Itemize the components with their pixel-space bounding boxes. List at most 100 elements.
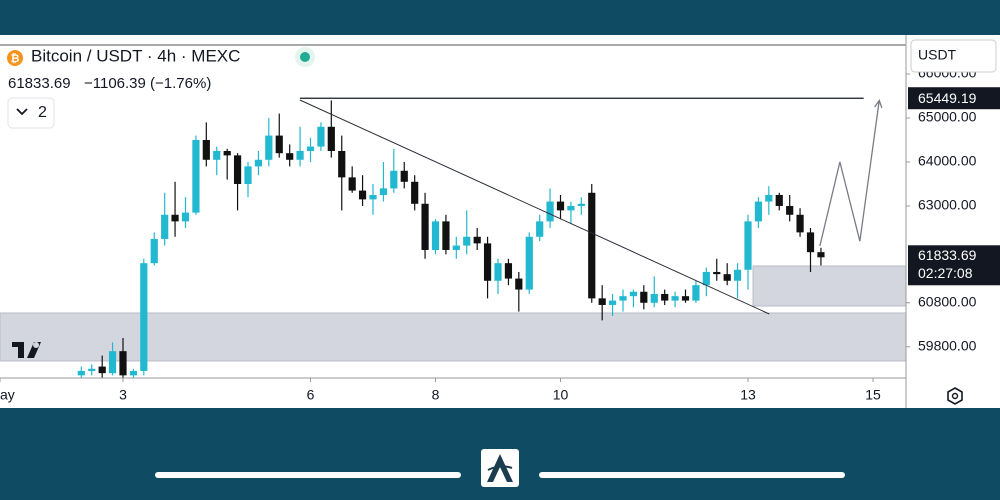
candle-body bbox=[306, 146, 315, 151]
status-dot bbox=[300, 52, 310, 62]
candle-body bbox=[817, 252, 825, 258]
candle-body bbox=[536, 221, 544, 237]
bitcoin-glyph: ₿ bbox=[11, 53, 20, 65]
candle-body bbox=[181, 212, 190, 222]
candle-body bbox=[463, 236, 471, 246]
y-tick-label: 64000.00 bbox=[918, 153, 977, 169]
candle-body bbox=[286, 153, 294, 160]
candle-body bbox=[390, 170, 398, 189]
candle-body bbox=[421, 203, 429, 250]
candle-body bbox=[358, 190, 367, 200]
candle-body bbox=[379, 188, 388, 195]
candle-body bbox=[411, 181, 419, 204]
candle-body bbox=[213, 150, 221, 160]
change: −1106.39 (−1.76%) bbox=[84, 75, 211, 92]
candle-body bbox=[619, 296, 627, 301]
projection-arrow bbox=[874, 98, 883, 109]
candle-body bbox=[223, 150, 231, 156]
candle-body bbox=[598, 298, 606, 305]
candle-body bbox=[504, 263, 513, 279]
candle-body bbox=[525, 236, 533, 290]
candle-body bbox=[77, 370, 85, 376]
candle-body bbox=[348, 177, 356, 191]
zone bbox=[752, 265, 907, 307]
candle-body bbox=[317, 126, 325, 147]
candle-body bbox=[254, 159, 263, 167]
candle-body bbox=[765, 194, 773, 202]
candle-body bbox=[161, 214, 169, 239]
candle-body bbox=[108, 351, 117, 374]
app-logo-glyph bbox=[487, 454, 513, 482]
y-tick-label: 59800.00 bbox=[918, 337, 977, 353]
last-price-label: 61833.69 bbox=[918, 247, 977, 263]
app-logo-swoosh bbox=[487, 465, 513, 471]
candle-body bbox=[608, 300, 617, 305]
candle-body bbox=[577, 203, 585, 206]
candle-body bbox=[671, 296, 679, 301]
candle-body bbox=[327, 126, 335, 151]
candle-body bbox=[786, 205, 794, 215]
candle-body bbox=[473, 236, 481, 244]
candle-body bbox=[567, 205, 575, 211]
candle-body bbox=[713, 271, 721, 275]
x-tick-label: ay bbox=[0, 387, 15, 403]
candle-body bbox=[775, 194, 783, 206]
candle-body bbox=[806, 232, 815, 253]
candle-body bbox=[88, 368, 96, 371]
candle-body bbox=[640, 291, 648, 303]
candle-body bbox=[296, 150, 304, 160]
candle-body bbox=[744, 221, 752, 270]
candle-body bbox=[233, 155, 242, 184]
tv-logo bbox=[12, 342, 41, 358]
level-price-label: 65449.19 bbox=[918, 90, 977, 106]
settings-icon[interactable] bbox=[947, 387, 963, 405]
candle-body bbox=[692, 285, 700, 301]
candle-body bbox=[452, 245, 460, 250]
axes: 66000.0065000.0064000.0063000.0060800.00… bbox=[0, 65, 1000, 403]
candle-body bbox=[369, 194, 377, 200]
indicator-count: 2 bbox=[38, 104, 47, 121]
settings-icon-center bbox=[951, 392, 959, 400]
trendline bbox=[299, 99, 770, 315]
countdown: 02:27:08 bbox=[918, 265, 973, 281]
candle-body bbox=[556, 201, 565, 211]
candle-body bbox=[129, 370, 138, 376]
currency-button[interactable] bbox=[910, 39, 997, 73]
last-price: 61833.69 bbox=[8, 75, 71, 92]
y-tick-label: 65000.00 bbox=[918, 109, 977, 125]
candle-body bbox=[265, 135, 273, 160]
plot-area bbox=[0, 97, 907, 378]
candle-body bbox=[171, 214, 179, 222]
candle-body bbox=[588, 192, 596, 299]
x-tick-label: 6 bbox=[307, 387, 315, 403]
x-tick-label: 8 bbox=[432, 387, 440, 403]
x-tick-label: 10 bbox=[553, 387, 569, 403]
chevron bbox=[16, 108, 28, 116]
candle-body bbox=[494, 263, 502, 281]
x-tick-label: 13 bbox=[740, 387, 756, 403]
candle-body bbox=[702, 271, 710, 286]
candle-body bbox=[119, 351, 127, 376]
projection bbox=[819, 100, 880, 247]
candle-body bbox=[98, 366, 106, 374]
indicator-toggle[interactable] bbox=[7, 97, 55, 129]
candle-body bbox=[244, 166, 252, 184]
candle-body bbox=[275, 135, 283, 154]
candle-body bbox=[442, 221, 450, 250]
candle-body bbox=[483, 243, 492, 281]
candle-body bbox=[723, 274, 731, 281]
candle-body bbox=[140, 263, 148, 371]
candle-body bbox=[338, 150, 346, 178]
y-tick-label: 63000.00 bbox=[918, 197, 977, 213]
level-price-box bbox=[908, 87, 1000, 110]
top-bar bbox=[0, 0, 1000, 35]
candle-body bbox=[629, 291, 638, 297]
bitcoin-icon bbox=[7, 50, 23, 66]
candle-body bbox=[546, 201, 554, 222]
y-tick-label: 60800.00 bbox=[918, 293, 977, 309]
candle-body bbox=[661, 293, 669, 301]
x-tick-label: 15 bbox=[865, 387, 881, 403]
candle-body bbox=[202, 139, 210, 160]
candle-body bbox=[650, 293, 658, 303]
